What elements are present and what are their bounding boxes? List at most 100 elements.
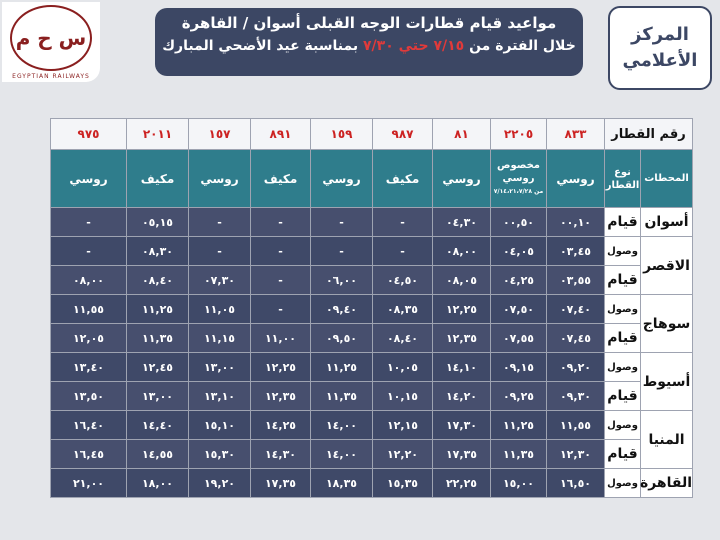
time-cell: ١٦,٤٥ (50, 439, 127, 469)
train-type: روسي (188, 149, 251, 208)
time-cell: ١١,٣٥ (310, 381, 373, 411)
time-cell: ١٠,١٥ (372, 381, 433, 411)
time-cell: ١١,٠٠ (250, 323, 311, 353)
time-cell: ١٢,٢٠ (372, 439, 433, 469)
time-cell: ١٤,٥٥ (126, 439, 189, 469)
time-cell: ١٤,١٠ (432, 352, 491, 382)
table-row: قيام ١٢,٣٠ ١١,٣٥ ١٧,٣٥ ١٢,٢٠ ١٤,٠٠ ١٤,٣٠ ١٥,٣٠ ١… (50, 439, 693, 469)
table-row: قيام ٠٣,٥٥ ٠٤,٢٥ ٠٨,٠٥ ٠٤,٥٠ ٠٦,٠٠-٠٧,٣٠ ٠٨,٤٠… (50, 265, 693, 295)
station-name: سوهاج (640, 294, 694, 353)
time-cell: ٠٨,٤٠ (126, 265, 189, 295)
time-cell: ١١,٢٥ (310, 352, 373, 382)
time-cell: ٢٢,٢٥ (432, 468, 491, 498)
time-cell: ٢١,٠٠ (50, 468, 127, 498)
time-cell: ١٤,٣٠ (250, 439, 311, 469)
time-cell: ١٢,٢٥ (432, 294, 491, 324)
train-number: ٢٠١١ (126, 118, 189, 150)
time-cell: ١١,٢٥ (126, 294, 189, 324)
time-cell: ١٤,٤٠ (126, 410, 189, 440)
event-type: وصول (603, 352, 642, 382)
time-cell: ٠٩,٤٠ (310, 294, 373, 324)
table-row: الاقصر وصول ٠٣,٤٥ ٠٤,٠٥ ٠٨,٠٠- - - -٠٨,٣٠- (50, 236, 694, 295)
timetable-body: أسوان قيام ٠٠,١٠ ٠٠,٥٠ ٠٤,٣٠- - - -٠٥,١٥- الاقصر… (50, 207, 694, 498)
table-row: قيام ٠٩,٣٠ ٠٩,٢٥ ١٤,٢٠ ١٠,١٥ ١١,٣٥ ١٢,٣٥ ١٣,١٠ ١… (50, 381, 693, 411)
time-cell: ١٢,١٥ (372, 410, 433, 440)
table-row: أسوان قيام ٠٠,١٠ ٠٠,٥٠ ٠٤,٣٠- - - -٠٥,١٥- (50, 207, 694, 237)
time-cell: ١٢,٤٥ (126, 352, 189, 382)
time-cell: ٠٧,٥٠ (490, 294, 547, 324)
time-cell: ٠٨,٤٠ (372, 323, 433, 353)
time-cell: ٠٠,٥٠ (490, 207, 547, 237)
egyptian-railways-logo: س ح م EGYPTIAN RAILWAYS (2, 2, 100, 82)
time-cell: - (50, 236, 127, 266)
train-number: ٨٩١ (250, 118, 311, 150)
event-type: وصول (603, 410, 642, 440)
special-note: من ٧/١٤،٢١،٧/٢٨ (493, 188, 544, 195)
station-name: أسوان (640, 207, 694, 237)
time-cell: ١٧,٣٥ (432, 439, 491, 469)
time-cell: - (250, 236, 311, 266)
time-cell: ٠٦,٠٠ (310, 265, 373, 295)
time-cell: ١١,٣٥ (126, 323, 189, 353)
time-cell: ١٤,٠٠ (310, 439, 373, 469)
period-prefix: خلال الفترة من (469, 38, 576, 54)
time-cell: ٠٧,٣٠ (188, 265, 251, 295)
train-type: روسي (432, 149, 491, 208)
station-name: المنيا (640, 410, 694, 469)
period-dates: ٧/١٥ حتي ٧/٣٠ (362, 38, 465, 54)
time-cell: ٠٨,٠٠ (50, 265, 127, 295)
train-type: مكيف (250, 149, 311, 208)
media-center-badge: المركز الأعلامي (608, 6, 712, 90)
time-cell: ٠٨,٠٥ (432, 265, 491, 295)
event-type: قيام (603, 439, 642, 469)
train-number: ٨١ (432, 118, 491, 150)
time-cell: ٠٨,٠٠ (432, 236, 491, 266)
time-cell: ٠٩,٢٥ (490, 381, 547, 411)
time-cell: ٠٤,٢٥ (490, 265, 547, 295)
special-type: مخصوص روسي (497, 160, 540, 184)
time-cell: ١٥,٠٠ (490, 468, 547, 498)
time-cell: ٠٣,٤٥ (546, 236, 605, 266)
table-row: سوهاج وصول ٠٧,٤٠ ٠٧,٥٠ ١٢,٢٥ ٠٨,٣٥ ٠٩,٤٠-١١,٠٥… (50, 294, 694, 353)
time-cell: ١١,١٥ (188, 323, 251, 353)
title-line-2: خلال الفترة من ٧/١٥ حتي ٧/٣٠ بمناسبة عيد… (155, 38, 583, 54)
time-cell: ١٢,٠٥ (50, 323, 127, 353)
time-cell: ١١,٢٥ (490, 410, 547, 440)
timetable: رقم القطار ٨٣٣ ٢٢٠٥ ٨١ ٩٨٧ ١٥٩ ٨٩١ ١٥٧ ٢… (50, 118, 694, 498)
time-cell: ٠٧,٤٠ (546, 294, 605, 324)
time-cell: ١٠,٠٥ (372, 352, 433, 382)
time-cell: ١١,٠٥ (188, 294, 251, 324)
table-row: المنيا وصول ١١,٥٥ ١١,٢٥ ١٧,٣٠ ١٢,١٥ ١٤,٠٠ ١٤,٢٥… (50, 410, 694, 469)
time-cell: ١٩,٢٠ (188, 468, 251, 498)
time-cell: ١١,٥٥ (546, 410, 605, 440)
train-number: ١٥٩ (310, 118, 373, 150)
train-type-row: المحطات نوع القطار روسي مخصوص روسي من ٧/… (50, 149, 694, 208)
time-cell: ١٢,٣٠ (546, 439, 605, 469)
time-cell: ١٥,٣٥ (372, 468, 433, 498)
table-row: القاهرة وصول ١٦,٥٠ ١٥,٠٠ ٢٢,٢٥ ١٥,٣٥ ١٨,٣٥ ١٧,٣… (50, 468, 694, 498)
train-number: ٩٧٥ (50, 118, 127, 150)
time-cell: ٠٩,٣٠ (546, 381, 605, 411)
time-cell: ٠٩,١٥ (490, 352, 547, 382)
train-number-row: رقم القطار ٨٣٣ ٢٢٠٥ ٨١ ٩٨٧ ١٥٩ ٨٩١ ١٥٧ ٢… (50, 118, 694, 150)
time-cell: ٠٩,٥٠ (310, 323, 373, 353)
time-cell: ١٢,٣٥ (432, 323, 491, 353)
title-banner: مواعيد قيام قطارات الوجه القبلى أسوان / … (155, 8, 583, 76)
time-cell: ١٧,٣٠ (432, 410, 491, 440)
time-cell: ٠٤,٠٥ (490, 236, 547, 266)
event-type: قيام (603, 323, 642, 353)
train-number-label: رقم القطار (603, 118, 694, 150)
time-cell: ١٣,٠٠ (126, 381, 189, 411)
logo-emblem: س ح م (10, 4, 92, 71)
stations-label: المحطات (640, 149, 694, 208)
event-type: قيام (603, 207, 642, 237)
time-cell: ١٥,١٠ (188, 410, 251, 440)
time-cell: - (372, 207, 433, 237)
train-number: ٨٣٣ (546, 118, 605, 150)
time-cell: ٠٨,٣٠ (126, 236, 189, 266)
time-cell: ١٦,٥٠ (546, 468, 605, 498)
time-cell: ١٤,٠٠ (310, 410, 373, 440)
train-number: ٢٢٠٥ (490, 118, 547, 150)
table-row: قيام ٠٧,٤٥ ٠٧,٥٥ ١٢,٣٥ ٠٨,٤٠ ٠٩,٥٠ ١١,٠٠ ١١,١٥ ١… (50, 323, 693, 353)
time-cell: - (50, 207, 127, 237)
